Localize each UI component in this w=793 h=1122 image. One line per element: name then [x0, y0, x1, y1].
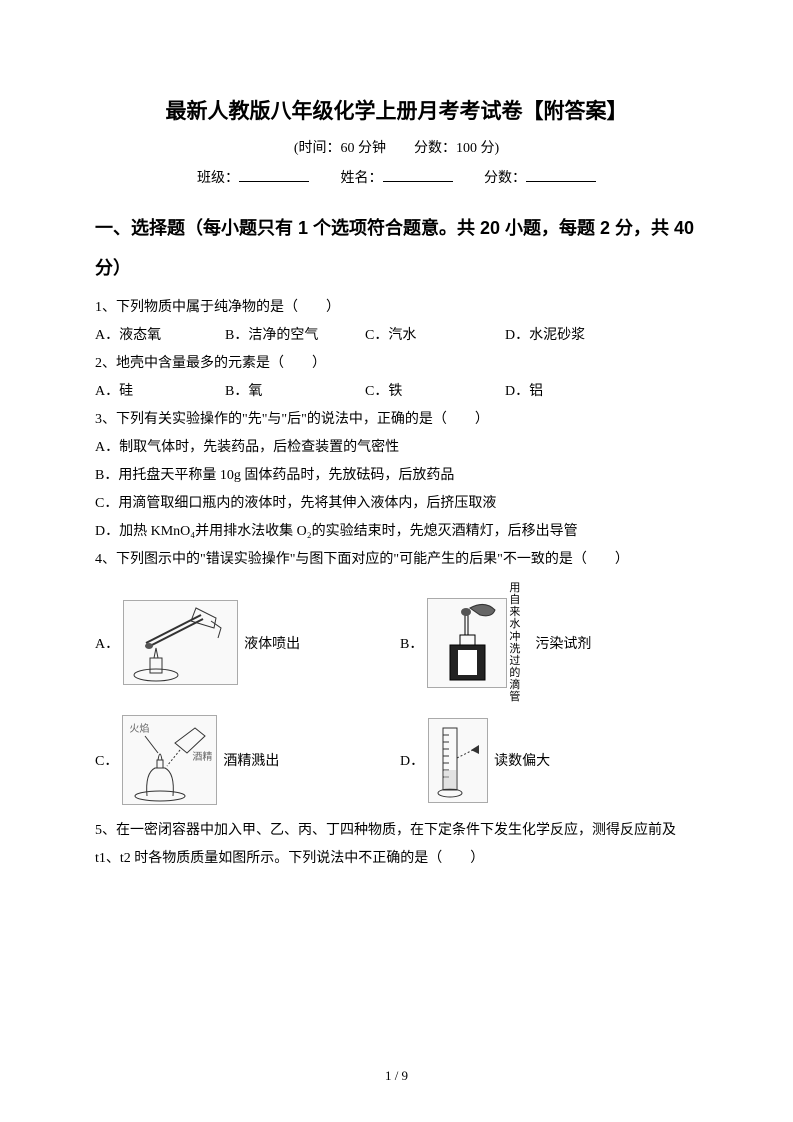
- name-label: 姓名：: [341, 171, 383, 186]
- q4-d-letter: D．: [400, 750, 424, 770]
- q4-row-cd: C． 火焰 酒精 酒精溅出 D．: [95, 715, 698, 805]
- q3-opt-a: A．制取气体时，先装药品，后检查装置的气密性: [95, 434, 698, 462]
- q5-stem: 5、在一密闭容器中加入甲、乙、丙、丁四种物质，在下定条件下发生化学反应，测得反应…: [95, 817, 698, 873]
- q4-b-side-text: 用自来水冲洗过的滴管: [509, 582, 529, 703]
- class-label: 班级：: [197, 171, 239, 186]
- q2-opt-c: C．铁: [365, 378, 505, 406]
- q4-figure-c: 火焰 酒精: [122, 715, 217, 805]
- q3-stem: 3、下列有关实验操作的"先"与"后"的说法中，正确的是（ ）: [95, 406, 698, 434]
- q2-opt-d: D．铝: [505, 378, 698, 406]
- q4-b-letter: B．: [400, 633, 423, 653]
- q4-b-caption: 污染试剂: [535, 633, 591, 653]
- q4-c-caption: 酒精溅出: [223, 750, 279, 770]
- q1-opt-a: A．液态氧: [95, 322, 225, 350]
- graduated-cylinder-icon: [431, 720, 486, 800]
- dropper-bottle-icon: [430, 600, 505, 685]
- q4-c-alcohol-label: 酒精: [192, 748, 212, 763]
- q4-a-letter: A．: [95, 633, 119, 653]
- name-blank[interactable]: [383, 181, 453, 182]
- q3-opt-d: D．加热 KMnO₄并用排水法收集 O₂的实验结束时，先熄灭酒精灯，后移出导管: [95, 518, 698, 546]
- q4-c-letter: C．: [95, 750, 118, 770]
- q4-c-flame-label: 火焰: [129, 720, 149, 735]
- score-label: 分数：: [484, 171, 526, 186]
- q2-stem: 2、地壳中含量最多的元素是（ ）: [95, 350, 698, 378]
- q4-row-ab: A． 液体喷出 B．: [95, 582, 698, 703]
- q4-d-caption: 读数偏大: [494, 750, 550, 770]
- student-info-line: 班级： 姓名： 分数：: [95, 167, 698, 187]
- class-blank[interactable]: [239, 181, 309, 182]
- q1-options: A．液态氧 B．洁净的空气 C．汽水 D．水泥砂浆: [95, 322, 698, 350]
- score-blank[interactable]: [526, 181, 596, 182]
- q1-stem: 1、下列物质中属于纯净物的是（ ）: [95, 294, 698, 322]
- q3-opt-b: B．用托盘天平称量 10g 固体药品时，先放砝码，后放药品: [95, 462, 698, 490]
- q1-opt-b: B．洁净的空气: [225, 322, 365, 350]
- q1-opt-d: D．水泥砂浆: [505, 322, 698, 350]
- page-title: 最新人教版八年级化学上册月考考试卷【附答案】: [95, 95, 698, 125]
- q3-opt-c: C．用滴管取细口瓶内的液体时，先将其伸入液体内，后挤压取液: [95, 490, 698, 518]
- q4-figure-d: [428, 718, 488, 803]
- q2-opt-a: A．硅: [95, 378, 225, 406]
- section-1-header: 一、选择题（每小题只有 1 个选项符合题意。共 20 小题，每题 2 分，共 4…: [95, 209, 698, 288]
- page-footer: 1 / 9: [0, 1068, 793, 1084]
- q2-options: A．硅 B．氧 C．铁 D．铝: [95, 378, 698, 406]
- exam-subtitle: (时间：60 分钟 分数：100 分): [95, 137, 698, 157]
- q4-a-caption: 液体喷出: [244, 633, 300, 653]
- q2-opt-b: B．氧: [225, 378, 365, 406]
- q4-stem: 4、下列图示中的"错误实验操作"与图下面对应的"可能产生的后果"不一致的是（ ）: [95, 546, 698, 574]
- q4-figure-b: [427, 598, 507, 688]
- test-tube-heating-icon: [126, 603, 236, 683]
- q1-opt-c: C．汽水: [365, 322, 505, 350]
- q4-figure-a: [123, 600, 238, 685]
